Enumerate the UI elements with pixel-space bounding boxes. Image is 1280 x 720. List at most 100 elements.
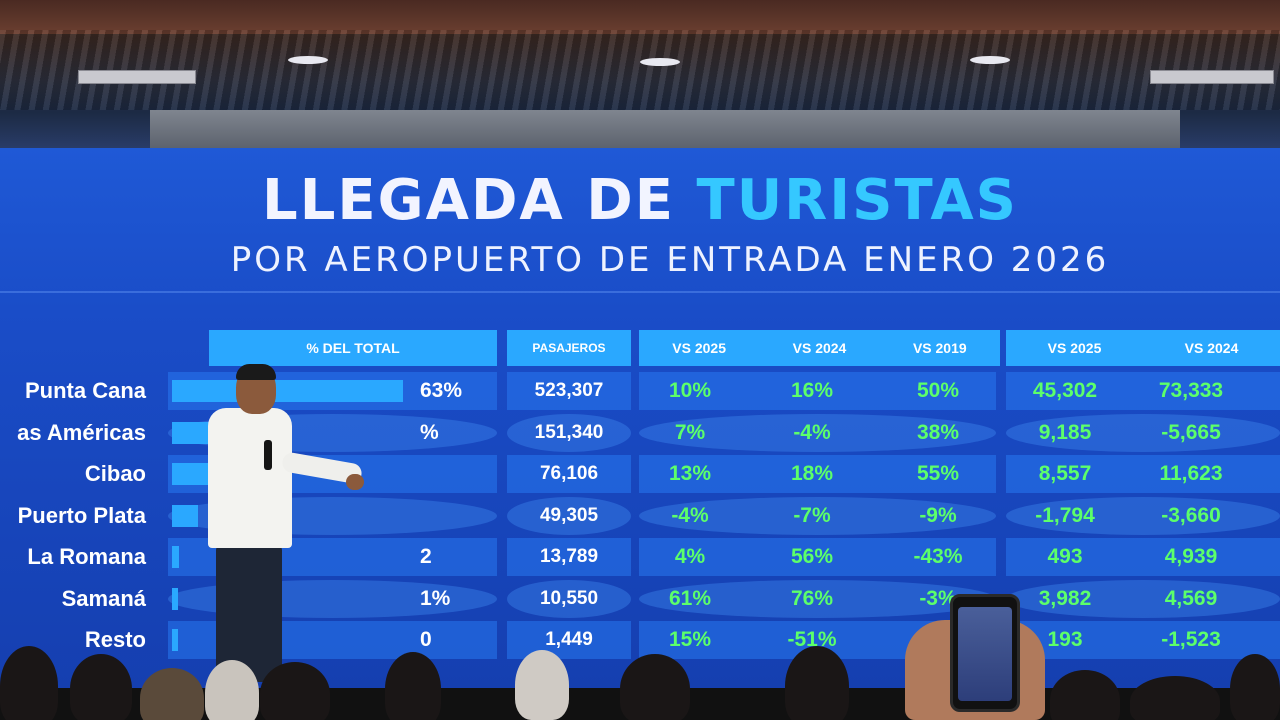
- abs-vs2025-value: 3,982: [1038, 587, 1092, 610]
- vs2024-value: 18%: [790, 462, 834, 485]
- share-bar: [172, 546, 179, 568]
- row-band: [507, 497, 631, 535]
- table-row: Samaná 1% 10,550 61% 76% -3% 3,982 4,569: [0, 579, 1280, 619]
- share-bar: [172, 588, 178, 610]
- presenter: [186, 362, 366, 682]
- table-row: Puerto Plata 49,305 -4% -7% -9% -1,794 -3,660: [0, 496, 1280, 536]
- table-row: as Américas% 151,340 7% -4% 38% 9,185 -5,665: [0, 413, 1280, 453]
- audience-head: [205, 660, 259, 720]
- vs2019-value: 50%: [916, 379, 960, 402]
- row-band: [639, 455, 996, 493]
- audience-head: [385, 652, 441, 720]
- vs2025-value: -4%: [671, 504, 709, 527]
- share-pct: %: [420, 421, 439, 444]
- vs2025-value: 10%: [668, 379, 712, 402]
- vs2025-value: 61%: [668, 587, 712, 610]
- title-divider: [0, 291, 1280, 293]
- abs-vs2024-value: -1,523: [1161, 628, 1221, 651]
- table-row: Punta Cana 63% 523,307 10% 16% 50% 45,302 73,33…: [0, 371, 1280, 411]
- presenter-hair: [236, 364, 276, 380]
- microphone-icon: [264, 440, 272, 470]
- audience-head: [140, 668, 204, 720]
- back-wall: [150, 110, 1180, 150]
- abs-vs2024-value: -5,665: [1161, 421, 1221, 444]
- air-vent: [1150, 70, 1274, 84]
- pasajeros-value: 10,550: [539, 588, 599, 609]
- audience-head: [785, 646, 849, 720]
- abs-vs2025-value: 193: [1047, 628, 1083, 651]
- header-vs2019: VS 2019: [912, 340, 967, 356]
- vs2024-value: -51%: [787, 628, 837, 651]
- row-band: [1006, 497, 1280, 535]
- row-band: [639, 497, 996, 535]
- vs2025-value: 13%: [668, 462, 712, 485]
- audience-head: [515, 650, 569, 720]
- vs2025-value: 7%: [674, 421, 706, 444]
- airport-name: Puerto Plata: [17, 503, 146, 528]
- abs-vs2025-value: 9,185: [1038, 421, 1092, 444]
- row-band: [507, 538, 631, 576]
- audience-head: [260, 662, 330, 720]
- presenter-hand: [346, 474, 364, 490]
- vs2019-value: -43%: [913, 545, 963, 568]
- share-bar: [172, 380, 403, 402]
- pasajeros-value: 1,449: [545, 629, 593, 650]
- pasajeros-value: 49,305: [539, 505, 599, 526]
- pasajeros-value: 151,340: [534, 422, 604, 443]
- airport-name: La Romana: [27, 544, 146, 569]
- header-abs-vs2025: VS 2025: [1047, 340, 1102, 356]
- audience-head: [0, 646, 58, 720]
- row-band: [1006, 538, 1280, 576]
- pasajeros-value: 13,789: [539, 546, 599, 567]
- pasajeros-value: 523,307: [534, 380, 604, 401]
- header-vs2024: VS 2024: [792, 340, 847, 356]
- share-bar: [172, 505, 198, 527]
- presenter-shirt: [208, 408, 292, 548]
- header-abs-vs2024: VS 2024: [1184, 340, 1239, 356]
- vs2019-value: -9%: [919, 504, 957, 527]
- airport-name: Samaná: [61, 586, 146, 611]
- audience-head: [620, 654, 690, 720]
- share-pct: 63%: [420, 379, 463, 402]
- share-pct: 0: [420, 628, 432, 651]
- ceiling-light: [640, 58, 680, 66]
- audience-head: [70, 654, 132, 720]
- wood-beam: [0, 0, 1280, 34]
- row-band: [1006, 455, 1280, 493]
- airport-name: Punta Cana: [24, 378, 146, 403]
- phone-screen: [958, 607, 1012, 701]
- header-vs2025: VS 2025: [672, 340, 727, 356]
- header-abs-group: VS 2025 VS 2024: [1006, 330, 1280, 366]
- header-pasajeros: PASAJEROS: [507, 330, 631, 366]
- abs-vs2024-value: -3,660: [1161, 504, 1221, 527]
- audience-head: [1130, 676, 1220, 720]
- abs-vs2025-value: 8,557: [1038, 462, 1092, 485]
- pasajeros-value: 76,106: [539, 463, 599, 484]
- abs-vs2024-value: 4,569: [1164, 587, 1218, 610]
- abs-vs2024-value: 4,939: [1164, 545, 1218, 568]
- vs2024-value: 16%: [790, 379, 834, 402]
- abs-vs2024-value: 11,623: [1159, 462, 1223, 485]
- row-band: [507, 580, 631, 618]
- abs-vs2025-value: 493: [1047, 545, 1083, 568]
- vs2025-value: 4%: [674, 545, 706, 568]
- vs2024-value: 56%: [790, 545, 834, 568]
- vs2019-value: 38%: [916, 421, 960, 444]
- vs2024-value: 76%: [790, 587, 834, 610]
- airport-name: Resto: [84, 627, 146, 652]
- vs2024-value: -4%: [793, 421, 831, 444]
- row-band: [1006, 372, 1280, 410]
- row-band: [1006, 414, 1280, 452]
- row-band: [1006, 580, 1280, 618]
- share-bar: [172, 463, 209, 485]
- vs2019-value: 55%: [916, 462, 960, 485]
- abs-vs2025-value: 45,302: [1032, 379, 1098, 402]
- header-pct-group: VS 2025 VS 2024 VS 2019: [639, 330, 1000, 366]
- row-band: [639, 538, 996, 576]
- audience-head: [1050, 670, 1120, 720]
- ceiling-light: [288, 56, 328, 64]
- smartphone: [950, 594, 1020, 712]
- air-vent: [78, 70, 196, 84]
- row-band: [1006, 621, 1280, 659]
- screen-title: LLEGADA DE TURISTAS: [0, 168, 1280, 233]
